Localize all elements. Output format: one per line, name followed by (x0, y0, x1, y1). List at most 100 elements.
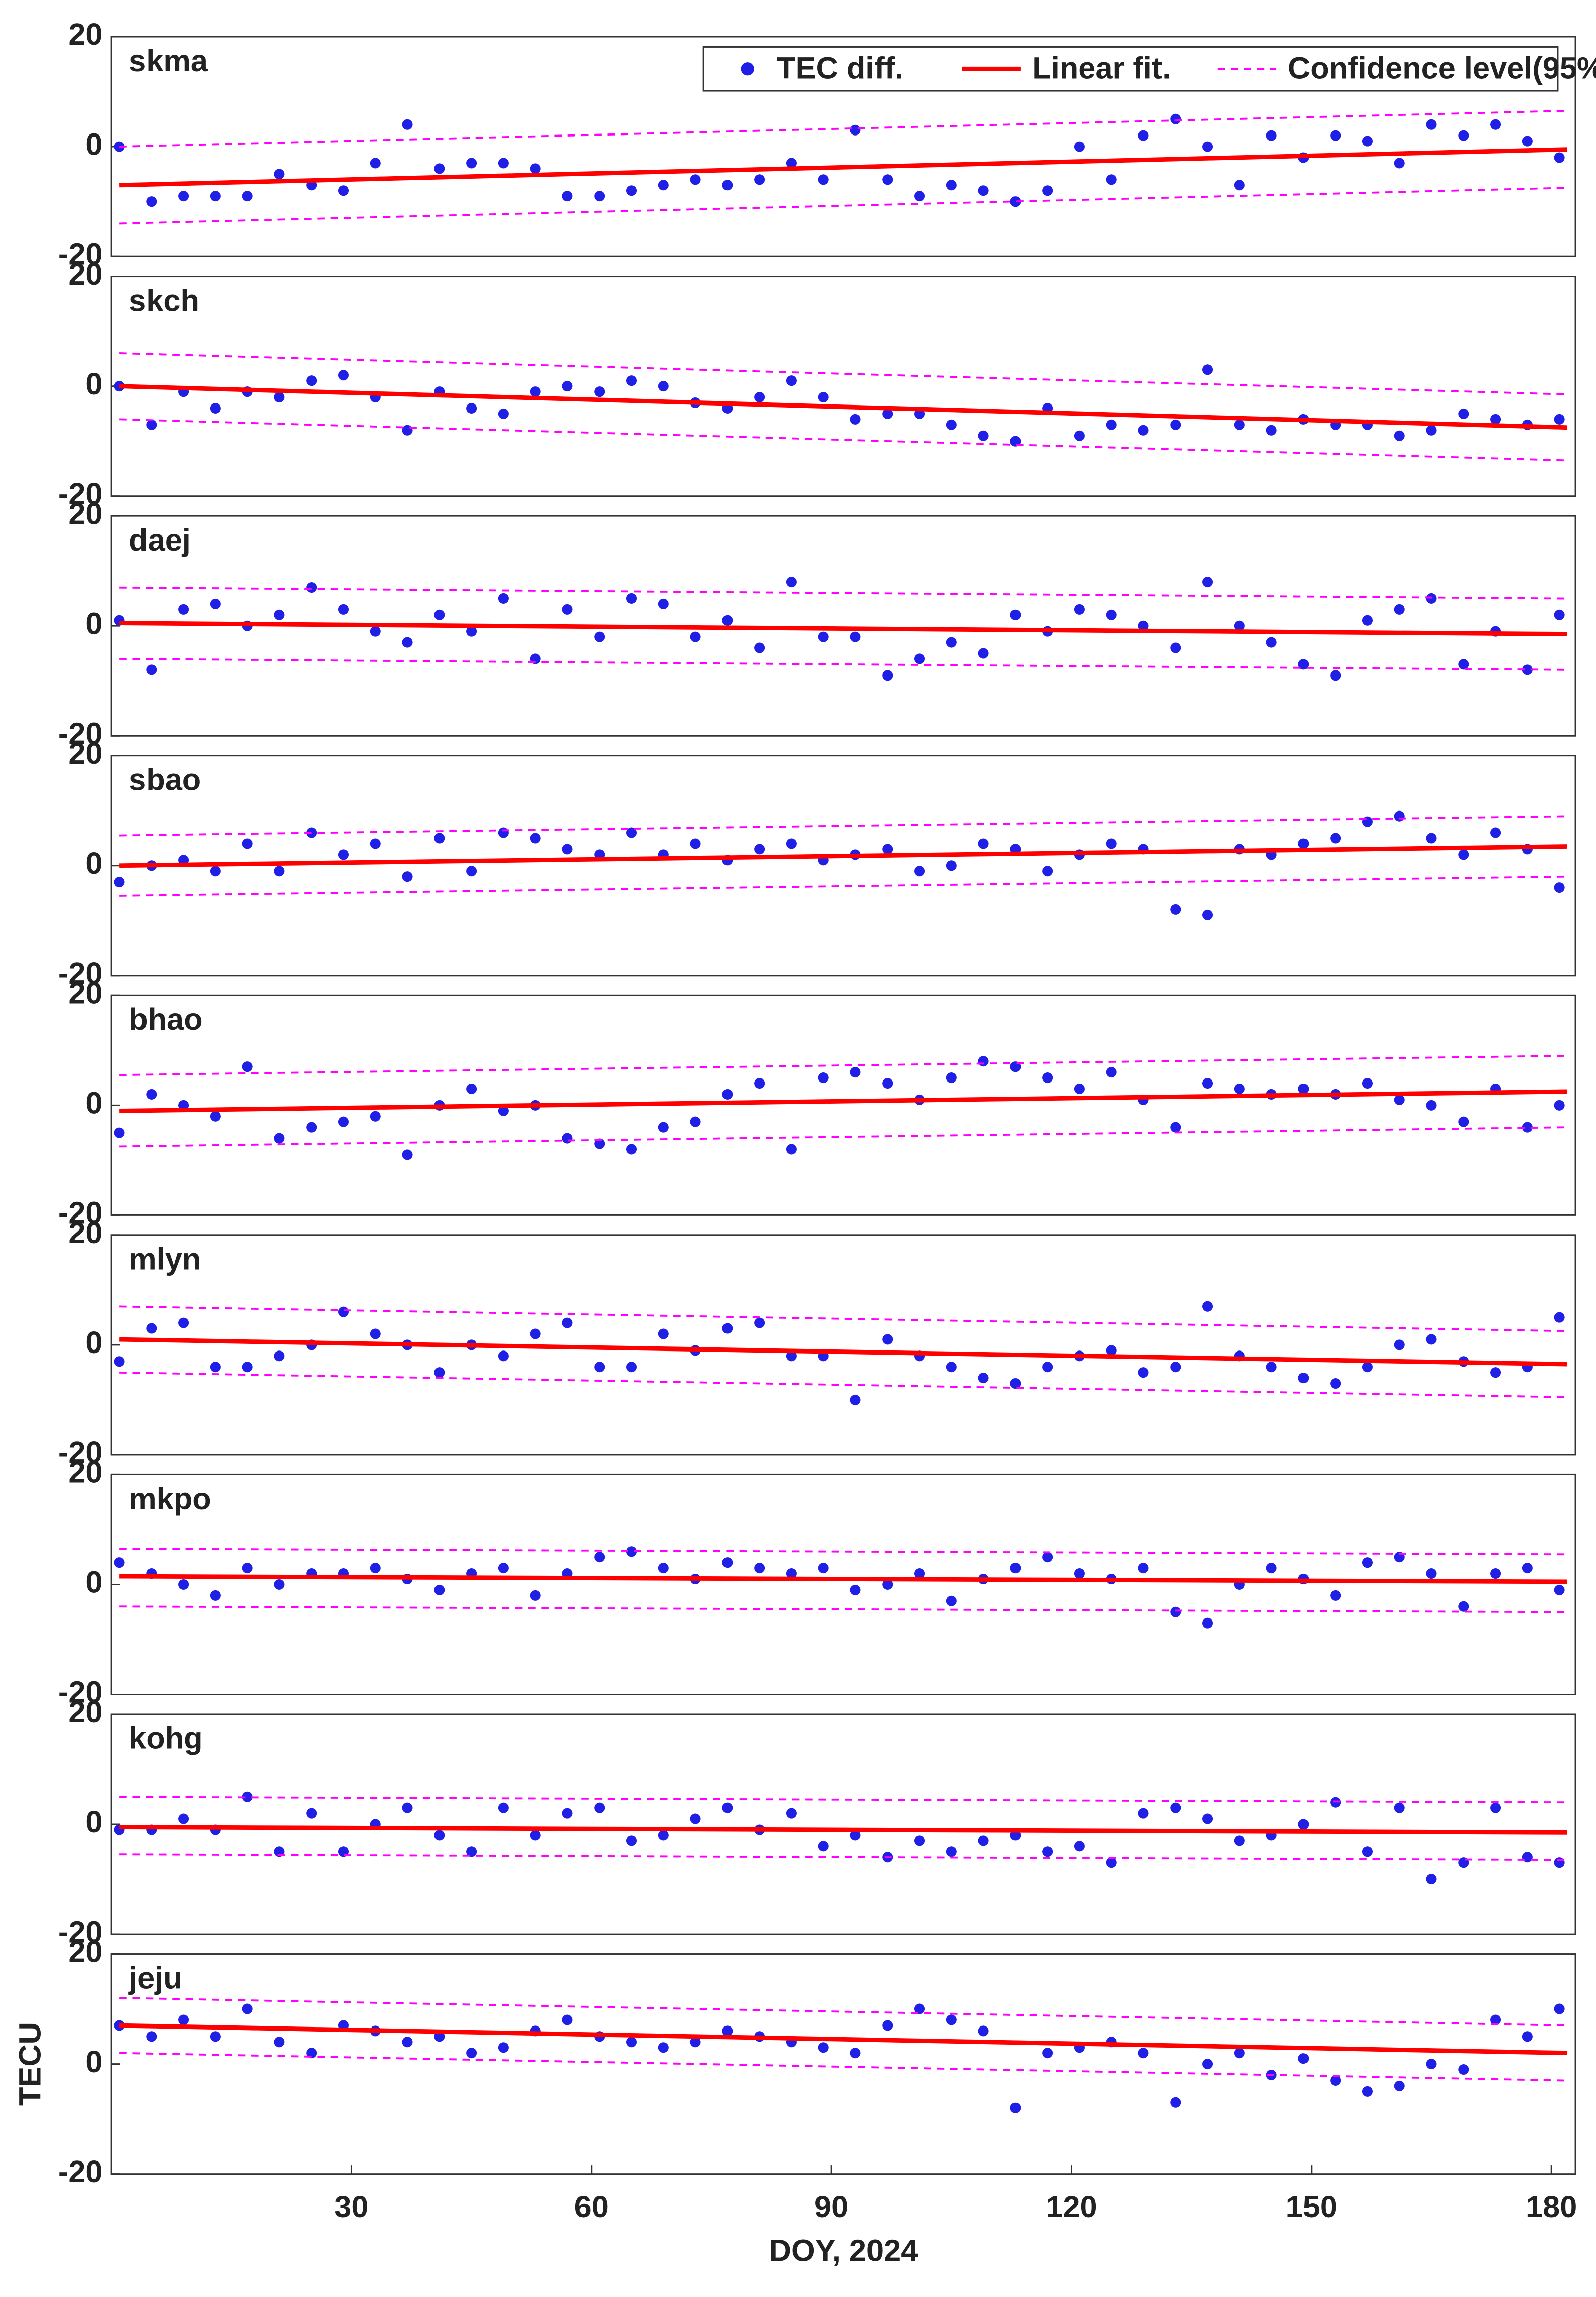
data-point (434, 1367, 445, 1378)
data-point (722, 1802, 733, 1813)
data-point (882, 1334, 893, 1345)
y-tick-label: 0 (85, 1565, 102, 1599)
data-point (978, 2025, 989, 2037)
data-point (306, 582, 317, 593)
data-point (1138, 2048, 1149, 2059)
data-point (530, 386, 541, 397)
data-point (882, 1078, 893, 1089)
data-point (1170, 113, 1181, 124)
legend-marker (741, 62, 754, 76)
panel: -20 0 20 bhao (58, 975, 1576, 1230)
y-tick-label: 20 (68, 17, 102, 51)
data-point (1042, 1846, 1053, 1857)
data-point (1010, 1061, 1021, 1072)
data-point (370, 1563, 381, 1574)
fit-line (119, 844, 1568, 868)
data-point (1266, 130, 1277, 141)
data-point (754, 1078, 765, 1089)
data-point (1074, 1083, 1085, 1094)
fit-line (119, 384, 1568, 430)
y-tick-label: 20 (68, 1694, 102, 1729)
fit-line (119, 1825, 1567, 1835)
data-point (530, 833, 541, 844)
data-point (1522, 1122, 1533, 1133)
confidence-line (119, 1997, 1567, 2026)
data-point (786, 1568, 797, 1579)
data-point (690, 174, 701, 185)
data-point (978, 1373, 989, 1384)
legend-label: TEC diff. (777, 50, 903, 85)
data-point (1426, 2059, 1437, 2070)
y-axis-label: TECU (13, 2022, 47, 2106)
data-point (1522, 2031, 1533, 2042)
data-point (1298, 1083, 1309, 1094)
data-point (1554, 1312, 1565, 1323)
data-point (754, 1317, 765, 1328)
data-point (114, 1557, 125, 1568)
data-point (1362, 1846, 1373, 1857)
data-point (498, 2042, 509, 2053)
data-point (1458, 1601, 1469, 1612)
data-point (338, 185, 349, 196)
y-tick-label: 20 (68, 975, 102, 1010)
confidence-line (119, 352, 1568, 395)
data-point (1106, 1067, 1117, 1078)
data-point (210, 598, 221, 609)
data-point (1298, 2053, 1309, 2064)
y-tick-label: 0 (85, 1804, 102, 1839)
data-point (1458, 849, 1469, 860)
data-point (594, 386, 605, 397)
data-point (658, 180, 669, 191)
data-point (178, 1579, 189, 1590)
data-point (1138, 1367, 1149, 1378)
panel: -20 0 20 mlyn (58, 1215, 1576, 1469)
data-point (722, 615, 733, 626)
data-point (850, 1394, 861, 1405)
data-point (466, 402, 477, 414)
data-point (114, 141, 125, 152)
data-point (1394, 430, 1405, 441)
data-point (850, 124, 861, 136)
data-point (594, 191, 605, 202)
data-point (434, 609, 445, 620)
data-point (242, 1061, 253, 1072)
data-point (978, 1056, 989, 1067)
data-point (1234, 180, 1245, 191)
data-point (562, 1808, 573, 1819)
data-point (274, 392, 285, 403)
fit-line (119, 1337, 1568, 1367)
data-point (786, 1808, 797, 1819)
data-point (1458, 1116, 1469, 1127)
data-point (946, 180, 957, 191)
data-point (914, 1835, 925, 1846)
data-point (1234, 1083, 1245, 1094)
fit-line (119, 147, 1568, 188)
confidence-line (119, 2052, 1567, 2082)
data-point (850, 1067, 861, 1078)
data-point (626, 1546, 637, 1557)
data-point (370, 158, 381, 169)
data-point (562, 844, 573, 855)
data-point (146, 1323, 157, 1334)
station-label: mlyn (129, 1242, 201, 1276)
data-point (562, 381, 573, 392)
station-label: kohg (129, 1721, 203, 1755)
data-point (274, 1579, 285, 1590)
y-tick-label: -20 (58, 1195, 103, 1230)
data-point (1074, 1568, 1085, 1579)
y-tick-label: -20 (58, 956, 103, 990)
data-point (242, 838, 253, 849)
data-point (1042, 1552, 1053, 1563)
confidence-line (119, 658, 1567, 671)
y-tick-label: 0 (85, 606, 102, 640)
data-point (946, 1362, 957, 1373)
legend-box (702, 46, 1559, 92)
data-point (530, 1328, 541, 1339)
data-point (1170, 904, 1181, 915)
data-point (562, 604, 573, 615)
data-point (210, 1111, 221, 1122)
data-point (562, 191, 573, 202)
data-point (1170, 1122, 1181, 1133)
data-point (1106, 838, 1117, 849)
data-point (498, 1563, 509, 1574)
